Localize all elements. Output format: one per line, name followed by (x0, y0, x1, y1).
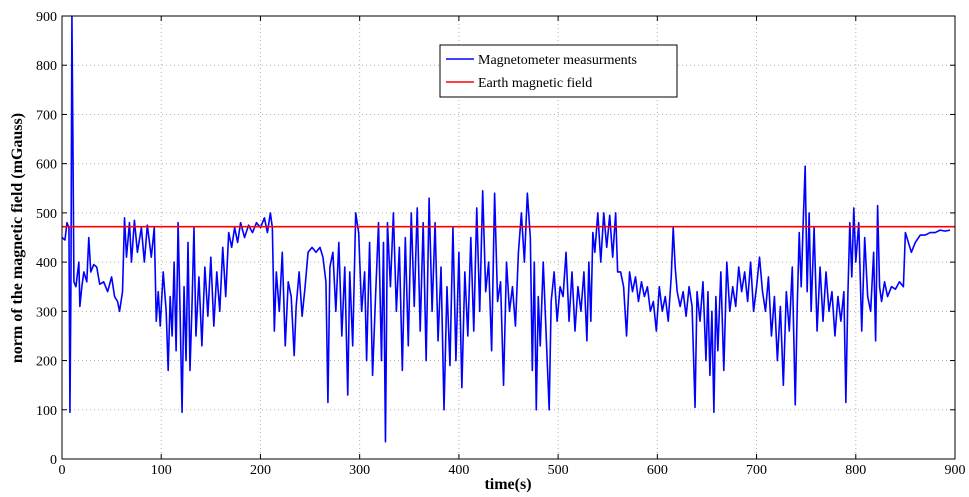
x-tick-label: 300 (349, 463, 370, 478)
y-tick-label: 300 (36, 305, 57, 320)
x-tick-label: 500 (548, 463, 569, 478)
x-tick-label: 900 (945, 463, 966, 478)
x-tick-label: 800 (845, 463, 866, 478)
legend-label: Earth magnetic field (478, 76, 592, 91)
y-tick-label: 0 (50, 453, 57, 468)
x-tick-label: 700 (746, 463, 767, 478)
y-tick-label: 500 (36, 207, 57, 222)
legend-box (439, 44, 678, 98)
data-line (61, 15, 951, 443)
x-tick-label: 600 (647, 463, 668, 478)
legend-label: Magnetometer measurments (478, 53, 637, 68)
y-axis-label: norm of the magnetic field (mGauss) (9, 113, 26, 363)
plot-frame (61, 15, 956, 460)
x-axis-label: time(s) (484, 476, 531, 493)
y-tick-label: 600 (36, 158, 57, 173)
x-tick-label: 0 (59, 463, 66, 478)
y-tick-label: 100 (36, 404, 57, 419)
y-tick-label: 800 (36, 59, 57, 74)
y-tick-label: 400 (36, 256, 57, 271)
x-tick-label: 400 (448, 463, 469, 478)
y-tick-label: 700 (36, 108, 57, 123)
legend: Magnetometer measurments Earth magnetic f… (439, 44, 678, 98)
y-tick-label: 900 (36, 10, 57, 25)
x-tick-label: 100 (151, 463, 172, 478)
x-tick-label: 200 (250, 463, 271, 478)
y-tick-label: 200 (36, 355, 57, 370)
